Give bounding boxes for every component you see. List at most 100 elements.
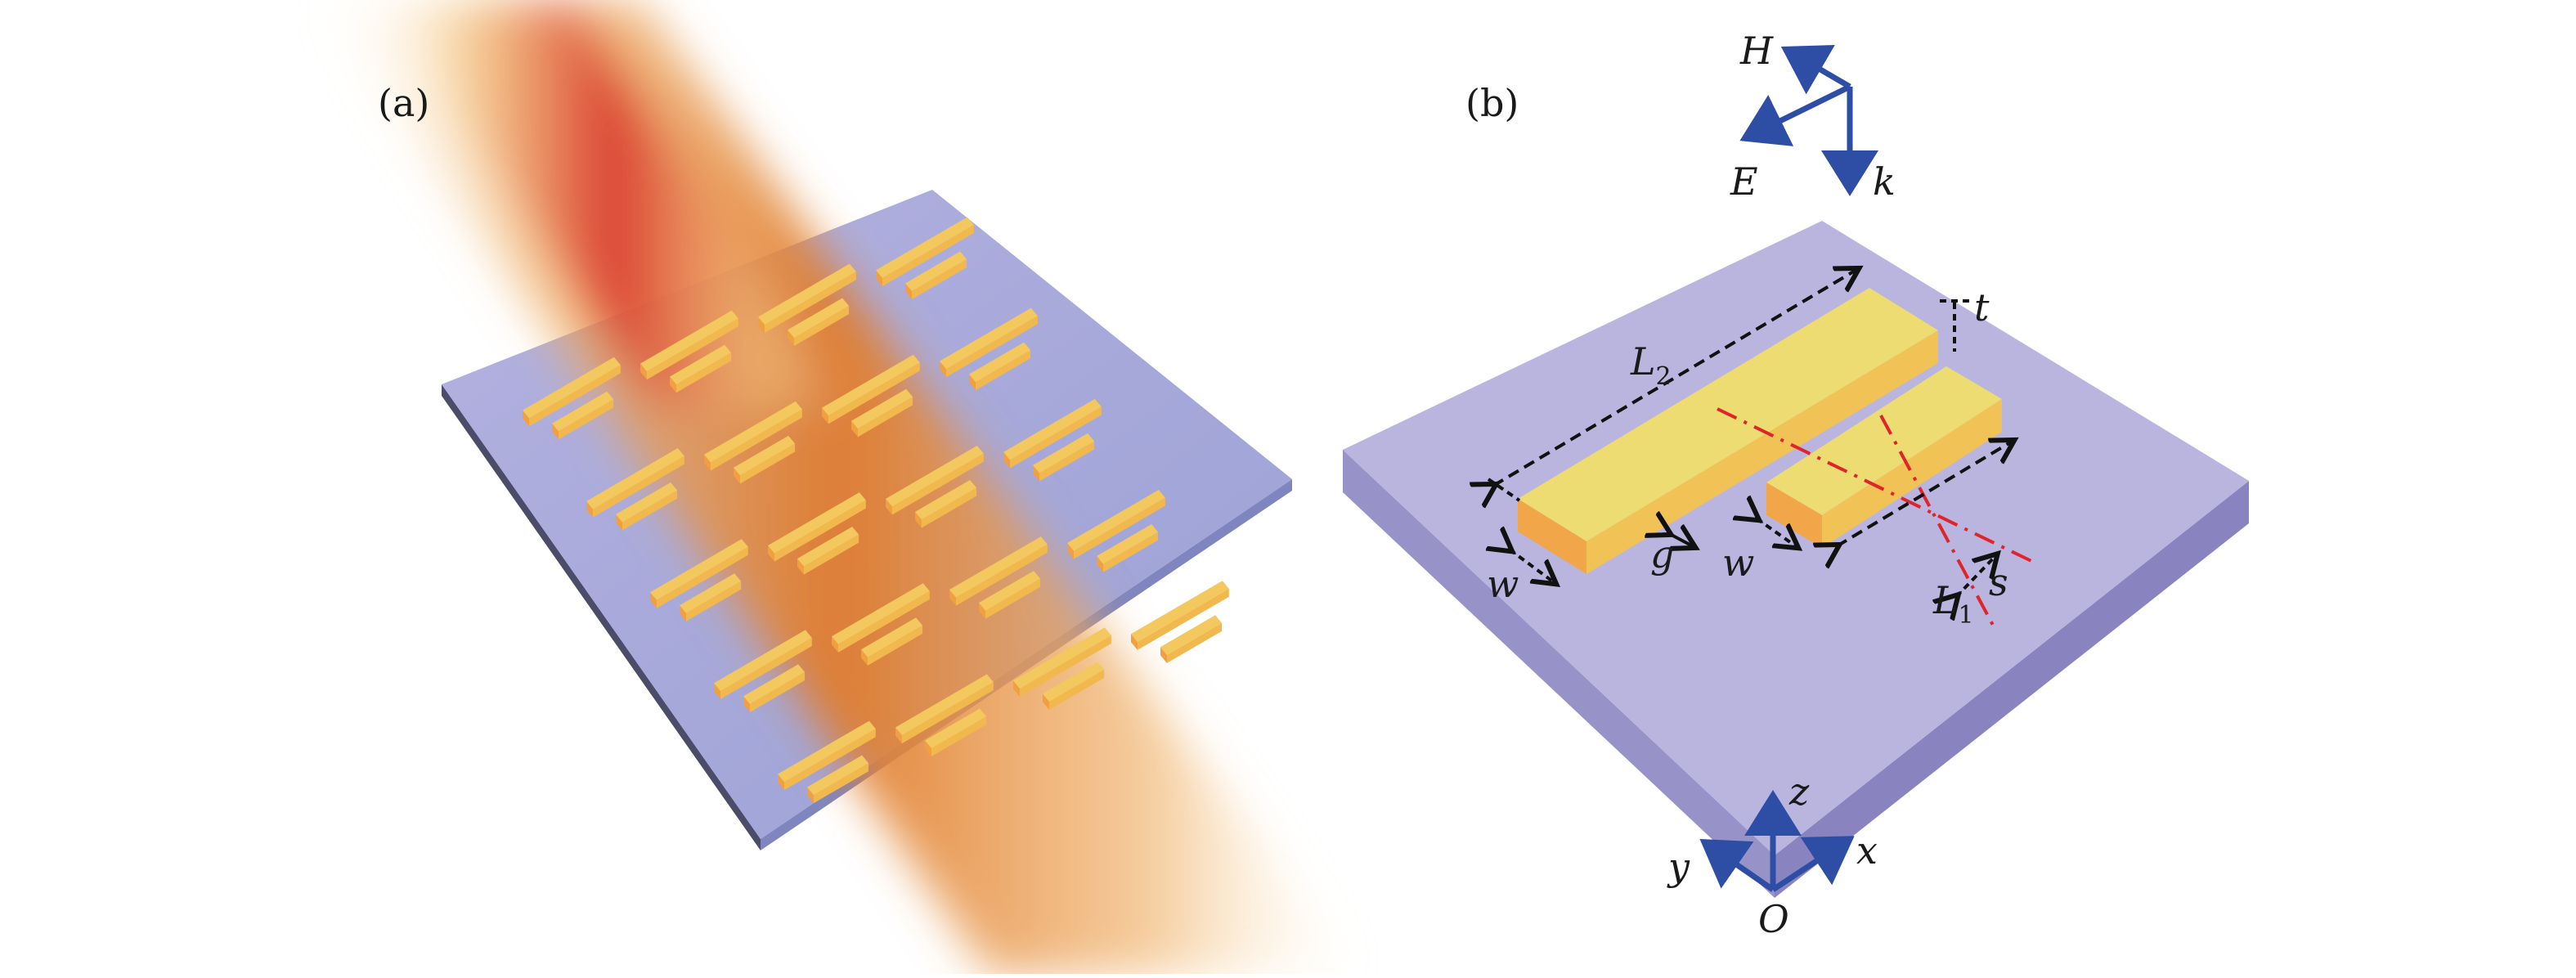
dimer-long-rod-front <box>1067 543 1074 559</box>
dimer-short-rod-side <box>1049 669 1105 710</box>
dimer-long-rod-top <box>704 401 802 463</box>
dimer-long-rod-side <box>720 638 812 699</box>
dimer-long-rod-front <box>704 454 711 471</box>
dimer-long-rod-front <box>876 270 882 287</box>
dimer-long-rod-front <box>949 590 956 606</box>
x-axis-label: x <box>1856 828 1878 873</box>
dimer-short-rod-side <box>814 763 869 804</box>
dimer-short-rod-side <box>676 352 732 393</box>
panel-b-label: (b) <box>1465 81 1519 125</box>
dim-l2 <box>1493 270 1856 486</box>
dimer-long-rod-side <box>956 544 1048 606</box>
dimer-short-rod-front <box>797 559 804 575</box>
dimer-long-rod-side <box>828 362 920 424</box>
dimer-short-rod-side <box>1039 441 1095 482</box>
dimer-long-rod-top <box>778 720 876 783</box>
dimer-long-rod-top <box>650 539 748 600</box>
dimer-long-rod-front <box>768 545 774 562</box>
dimer-long-rod-top <box>886 445 984 507</box>
dim-g-label: g <box>1650 532 1674 576</box>
dimer-long-rod-side <box>647 318 738 380</box>
dimer-short-rod-front <box>680 605 686 621</box>
y-axis-label: y <box>1667 845 1690 889</box>
k-vector-label: k <box>1873 159 1896 204</box>
dimer-long-rod-front <box>940 361 946 378</box>
dimer-long-rod-side <box>529 365 621 427</box>
dimer-short-rod-top <box>797 527 859 567</box>
substrate-b-left-side <box>1343 450 1775 898</box>
dimer-short-rod-side <box>686 581 742 621</box>
dimer-long-rod-top <box>523 357 621 419</box>
dimer-short-rod-side <box>912 259 967 300</box>
dimer-long-rod-front <box>778 774 784 791</box>
dimer-long-rod-side <box>657 546 748 608</box>
substrate-b-right-side <box>1775 481 2249 898</box>
dimer-short-rod-top <box>552 391 614 432</box>
dimer-short-rod-top <box>915 479 977 520</box>
panel-a: (a) <box>319 0 1358 974</box>
dimer-short-rod-side <box>1103 532 1159 572</box>
dimer-long-rod-top <box>714 630 812 691</box>
dimer-short-rod-top <box>1097 524 1159 564</box>
dimer-long-rod-top <box>640 310 738 372</box>
dimer-long-rod-front <box>523 410 529 427</box>
dimer-long-rod-top <box>876 217 974 279</box>
dimer-short-rod-top <box>734 435 796 476</box>
dimer-long-rod-side <box>838 590 930 653</box>
dimer-long-rod-side <box>1020 635 1111 697</box>
dimer-long-rod-side <box>892 453 984 515</box>
dimer-short-rod-front <box>1160 647 1167 663</box>
dimer-long-rod-side <box>711 409 802 471</box>
dimer-short-rod-top <box>969 342 1031 383</box>
dimer-short-rod-side <box>868 625 923 666</box>
field-triad: H E k <box>1730 29 1896 204</box>
dimer-long-rod-top <box>895 674 994 736</box>
dimer-long-rod-front <box>1003 451 1010 469</box>
dim-s <box>1956 556 1995 597</box>
dimer-long-rod-side <box>765 271 856 334</box>
dimer-long-rod-top <box>758 263 856 325</box>
dimer-long-rod-side <box>1010 406 1102 469</box>
dimer-short-rod-top <box>670 344 732 385</box>
e-field-label: E <box>1730 159 1758 204</box>
dim-l1 <box>1837 442 2012 546</box>
dimer-long-rod-front <box>650 592 657 608</box>
substrate-b-top <box>1343 221 2249 855</box>
dimer-long-rod-top <box>1003 398 1102 460</box>
dimer-short-rod-side <box>976 350 1031 391</box>
dimer-short-rod-side <box>858 397 913 437</box>
dimer-long-rod-top <box>822 354 920 416</box>
dimer-long-rod-front <box>586 501 593 518</box>
dimer-long-rod-top <box>586 448 684 509</box>
h-field-label: H <box>1739 29 1774 73</box>
dimer-short-rod-front <box>616 514 622 531</box>
dimer-array <box>523 217 1229 804</box>
dimer-short-rod-top <box>851 388 913 429</box>
dimer-long-rod-top <box>768 492 866 554</box>
dimer-short-rod-top <box>861 617 923 657</box>
x-axis-arrow <box>1771 836 1855 892</box>
dimer-long-rod-front <box>822 407 828 424</box>
dimer-short-rod-front <box>915 511 922 528</box>
dim-w-left-label: w <box>1487 562 1519 606</box>
dimer-short-rod-front <box>1033 464 1039 482</box>
dimer-long-rod-side <box>784 729 876 791</box>
dimer-short-rod-front <box>905 283 912 300</box>
dimer-short-rod-front <box>807 787 814 804</box>
dim-w-mid-label: w <box>1722 541 1754 585</box>
dimer-short-rod-front <box>861 649 868 666</box>
dimer-short-rod-top <box>905 251 967 292</box>
y-axis-arrow <box>1699 839 1775 892</box>
dimer-long-rod-front <box>886 498 892 515</box>
dimer-short-rod-side <box>931 716 987 757</box>
dimer-long-rod-top <box>1131 581 1229 642</box>
dimer-short-rod-side <box>804 534 859 575</box>
dimer-long-rod-side <box>593 455 684 518</box>
dimer-long-rod-top <box>1067 490 1165 551</box>
dimer-short-rod-top <box>616 482 678 523</box>
dimer-long-rod-side <box>1138 588 1229 650</box>
dimer-long-rod-front <box>895 727 902 744</box>
dimer-short-rod-front <box>734 467 740 484</box>
